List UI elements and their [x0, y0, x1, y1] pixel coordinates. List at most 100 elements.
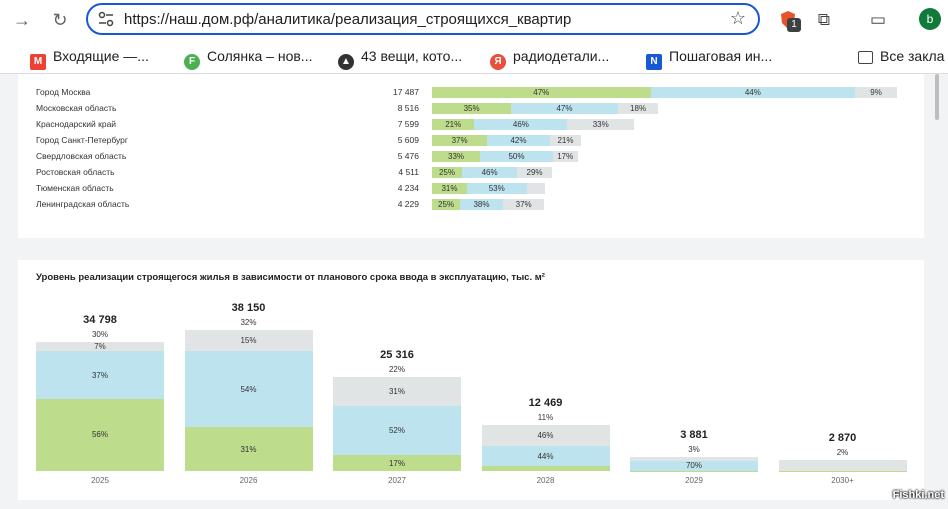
year-bar-segment[interactable]: 7% [36, 342, 164, 352]
region-total: 4 234 [397, 183, 419, 193]
region-bar-segment[interactable]: 17% [552, 151, 578, 162]
year-total: 2 870 [828, 432, 857, 445]
year-label: 2026 [239, 476, 258, 485]
year-bar-segment[interactable]: 54% [184, 351, 313, 428]
year-bar-segment[interactable]: 70% [630, 460, 758, 471]
year-bar-segment[interactable]: 46% [481, 424, 610, 447]
solyanka-icon: F [184, 54, 200, 70]
reload-icon[interactable]: ↻ [52, 10, 68, 30]
region-bar-segment[interactable]: 42% [487, 135, 550, 146]
region-name: Город Москва [36, 87, 91, 97]
instruction-icon: N [646, 54, 662, 70]
year-bar-segment[interactable]: 31% [333, 377, 461, 407]
region-bar-segment[interactable] [526, 183, 545, 194]
region-bar-segment[interactable]: 37% [432, 135, 488, 146]
year-bar-segment[interactable]: 31% [184, 427, 313, 471]
year-total: 3 881 [680, 428, 708, 441]
yandex-icon: Я [490, 54, 506, 70]
url-text[interactable]: https://наш.дом.рф/аналитика/реализация_… [124, 11, 572, 28]
region-bar-segment[interactable]: 21% [549, 135, 582, 146]
year-bar-segment[interactable] [630, 456, 758, 461]
year-top-percent: 32% [240, 318, 257, 327]
bookmark-instruction[interactable]: N Пошаговая ин... [646, 48, 772, 70]
region-name: Город Санкт-Петербург [36, 135, 129, 145]
chart-title: Уровень реализации строящегося жилья в з… [36, 272, 545, 283]
extension-badge: 1 [787, 18, 801, 32]
year-bar-segment[interactable]: 37% [36, 351, 164, 399]
back-arrow-icon[interactable]: → [13, 10, 31, 30]
year-top-percent: 3% [688, 444, 700, 454]
region-bar-segment[interactable]: 25% [432, 167, 462, 178]
region-total: 4 511 [398, 167, 419, 177]
year-total: 12 469 [528, 396, 563, 409]
year-label: 2025 [91, 476, 109, 485]
region-bar-segment[interactable]: 21% [432, 119, 475, 130]
bookmark-gmail[interactable]: M Входящие —... [30, 48, 149, 70]
extensions-puzzle-icon[interactable]: ⧉ [817, 10, 831, 29]
year-total: 38 150 [231, 302, 266, 314]
region-bar-segment[interactable]: 46% [474, 119, 568, 130]
region-bar-segment[interactable]: 29% [517, 167, 552, 178]
year-total: 34 798 [83, 314, 117, 327]
year-top-percent: 2% [836, 448, 849, 458]
year-top-percent: 30% [91, 330, 108, 340]
year-bar-segment[interactable]: 52% [333, 406, 461, 456]
region-bar-segment[interactable]: 53% [466, 183, 527, 194]
year-chart-card [18, 260, 924, 500]
reading-list-icon[interactable]: ▭ [869, 10, 887, 29]
year-top-percent: 11% [537, 412, 554, 422]
region-bar-segment[interactable]: 46% [461, 167, 518, 178]
year-bar-segment[interactable] [481, 466, 610, 471]
region-bar-segment[interactable]: 33% [432, 151, 481, 162]
site-settings-icon[interactable] [97, 10, 115, 28]
region-bar-segment[interactable]: 37% [502, 199, 545, 210]
region-total: 5 609 [397, 135, 419, 145]
all-bookmarks[interactable]: Все закла [858, 48, 944, 64]
year-bar-segment[interactable]: 15% [184, 330, 313, 352]
region-bar-segment[interactable]: 18% [617, 103, 659, 114]
region-bar-segment[interactable]: 9% [855, 87, 897, 98]
bookmark-43-things[interactable]: ▲ 43 вещи, кото... [338, 48, 462, 70]
bookmark-star-icon[interactable]: ☆ [729, 8, 746, 28]
year-label: 2028 [536, 476, 555, 485]
year-bar-segment[interactable]: 44% [481, 446, 610, 467]
region-bar-segment[interactable]: 47% [432, 87, 651, 98]
region-bar-segment[interactable]: 50% [480, 151, 553, 162]
region-total: 7 599 [397, 119, 419, 129]
year-bar-segment[interactable]: 56% [36, 398, 164, 471]
avatar[interactable]: b [919, 8, 941, 30]
year-label: 2027 [388, 476, 406, 485]
year-bar-segment[interactable] [778, 460, 907, 471]
region-name: Свердловская область [36, 151, 127, 161]
region-total: 17 487 [393, 87, 419, 97]
region-total: 4 229 [397, 199, 419, 209]
scrollbar[interactable] [935, 74, 939, 120]
year-label: 2030+ [831, 476, 854, 485]
folder-icon [858, 51, 873, 64]
bookmarks-bar: M Входящие —... F Солянка – нов... ▲ 43 вещ… [0, 40, 948, 74]
region-name: Краснодарский край [36, 119, 117, 129]
browser-toolbar: → ↻ https://наш.дом.рф/аналитика/реализа… [0, 0, 948, 40]
region-bar-segment[interactable]: 38% [460, 199, 503, 210]
region-bar-segment[interactable]: 31% [432, 183, 467, 194]
watermark: Fishki.net [892, 489, 944, 501]
region-name: Тюменская область [36, 183, 114, 193]
region-name: Московская область [36, 103, 117, 113]
address-bar[interactable]: https://наш.дом.рф/аналитика/реализация_… [86, 3, 760, 35]
year-top-percent: 22% [388, 365, 405, 375]
region-bar-segment[interactable]: 35% [432, 103, 512, 114]
region-name: Ленинградская область [36, 199, 130, 209]
region-total: 5 476 [397, 151, 419, 161]
region-bar-segment[interactable]: 25% [432, 199, 461, 210]
region-total: 8 516 [397, 103, 419, 113]
region-bar-segment[interactable]: 33% [567, 119, 635, 130]
bookmark-solyanka[interactable]: F Солянка – нов... [184, 48, 312, 70]
year-bar-segment[interactable]: 17% [333, 455, 461, 471]
year-label: 2029 [685, 476, 703, 485]
region-name: Ростовская область [36, 167, 115, 177]
gmail-icon: M [30, 54, 46, 70]
region-bar-segment[interactable]: 47% [511, 103, 618, 114]
year-total: 25 316 [380, 349, 414, 362]
region-bar-segment[interactable]: 44% [650, 87, 856, 98]
